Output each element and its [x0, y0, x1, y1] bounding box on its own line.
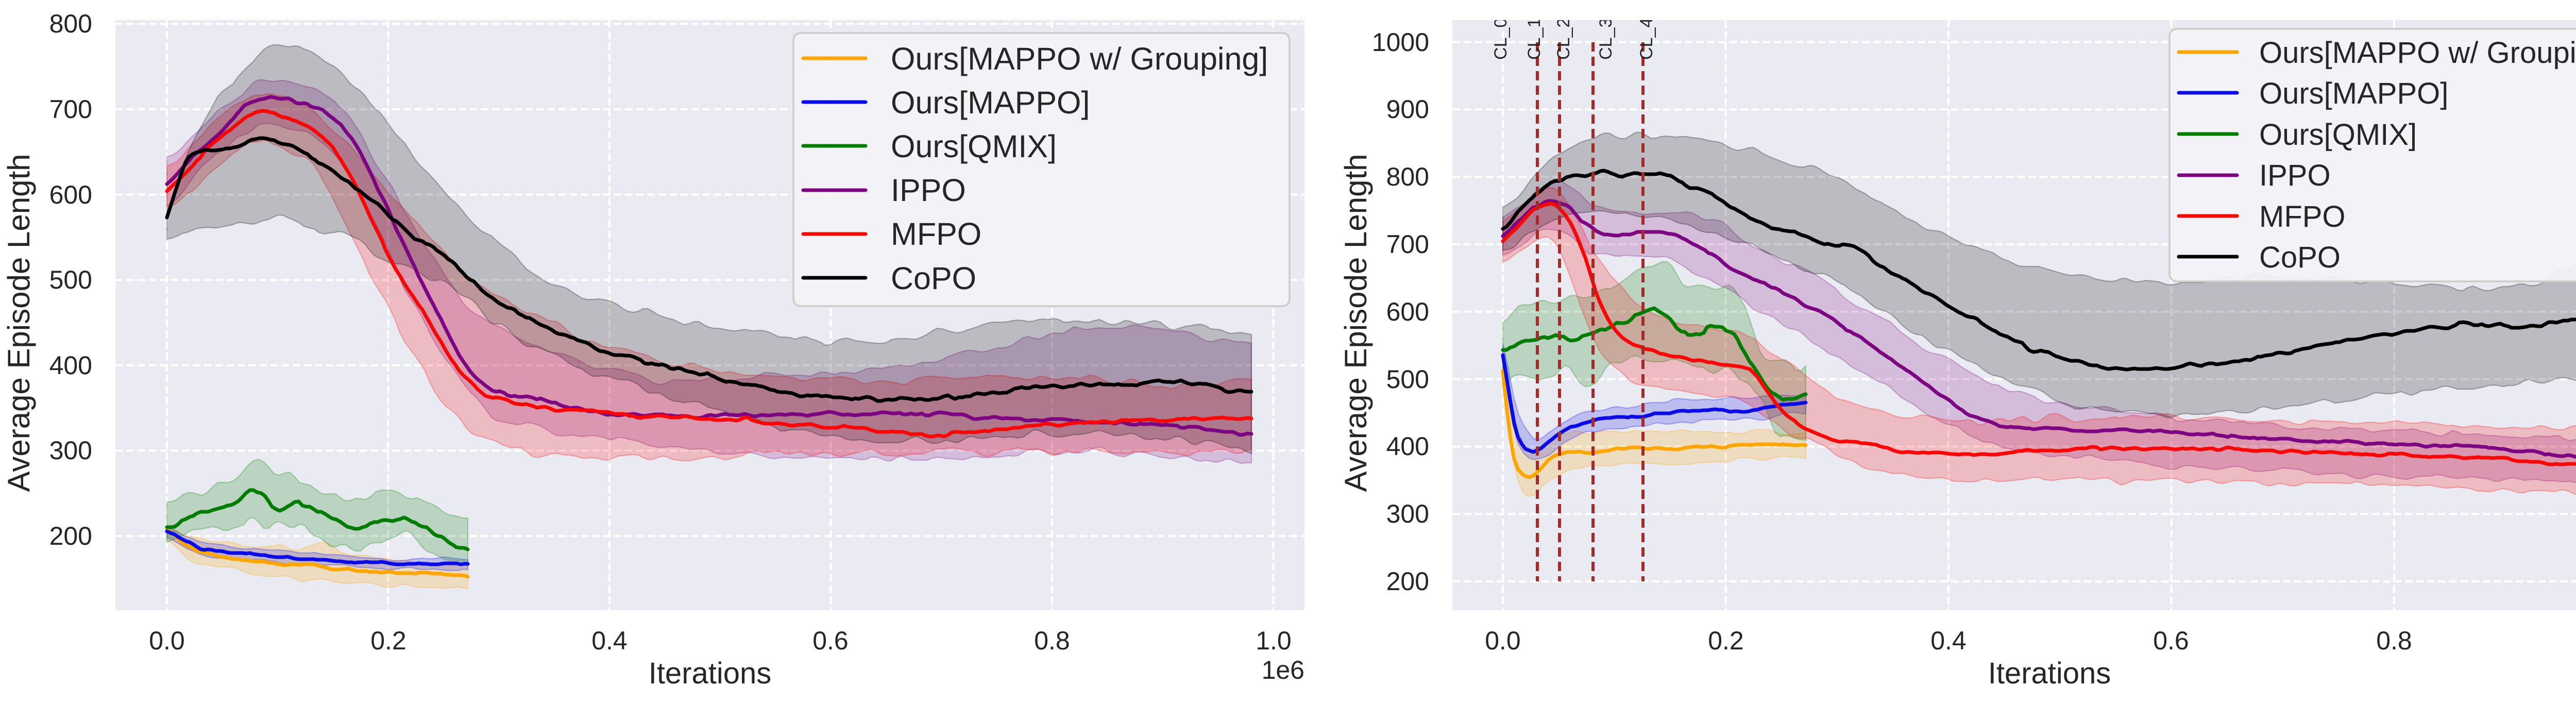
svg-text:CL_2: CL_2 — [1554, 18, 1573, 60]
svg-text:Ours[MAPPO w/ Grouping]: Ours[MAPPO w/ Grouping] — [2259, 36, 2576, 70]
svg-text:1.0: 1.0 — [1256, 626, 1292, 655]
svg-text:500: 500 — [49, 265, 92, 294]
svg-text:300: 300 — [1386, 499, 1429, 528]
svg-text:0.8: 0.8 — [1034, 626, 1070, 655]
svg-text:CL_3: CL_3 — [1596, 18, 1616, 60]
svg-text:0.0: 0.0 — [1485, 626, 1521, 655]
svg-text:0.6: 0.6 — [812, 626, 849, 655]
svg-text:MFPO: MFPO — [891, 216, 981, 252]
svg-text:CoPO: CoPO — [2259, 241, 2341, 274]
svg-text:IPPO: IPPO — [2259, 159, 2331, 192]
svg-text:CL_1: CL_1 — [1524, 18, 1544, 60]
svg-text:0.0: 0.0 — [149, 626, 185, 655]
svg-text:Iterations: Iterations — [1988, 657, 2111, 690]
svg-text:700: 700 — [49, 95, 92, 124]
svg-text:0.4: 0.4 — [1930, 626, 1967, 655]
svg-text:300: 300 — [49, 436, 92, 465]
svg-text:0.6: 0.6 — [2153, 626, 2189, 655]
svg-text:600: 600 — [49, 180, 92, 209]
svg-text:400: 400 — [1386, 432, 1429, 461]
svg-text:Average Episode Length: Average Episode Length — [1338, 154, 1373, 492]
svg-text:500: 500 — [1386, 365, 1429, 394]
svg-text:Ours[MAPPO]: Ours[MAPPO] — [2259, 77, 2448, 110]
svg-text:CoPO: CoPO — [891, 261, 976, 296]
svg-text:MFPO: MFPO — [2259, 200, 2346, 233]
svg-text:0.2: 0.2 — [1708, 626, 1744, 655]
svg-text:200: 200 — [49, 522, 92, 550]
svg-text:Average Episode Length: Average Episode Length — [2, 154, 36, 492]
svg-text:0.4: 0.4 — [591, 626, 628, 655]
svg-text:600: 600 — [1386, 297, 1429, 326]
svg-text:Iterations: Iterations — [649, 657, 772, 690]
svg-text:Ours[MAPPO w/ Grouping]: Ours[MAPPO w/ Grouping] — [891, 41, 1268, 76]
svg-text:0.8: 0.8 — [2376, 626, 2412, 655]
svg-text:Ours[MAPPO]: Ours[MAPPO] — [891, 85, 1090, 120]
svg-text:0.2: 0.2 — [370, 626, 406, 655]
svg-text:CL_4: CL_4 — [1637, 18, 1656, 60]
svg-text:1000: 1000 — [1372, 28, 1429, 57]
svg-text:200: 200 — [1386, 567, 1429, 596]
svg-text:800: 800 — [49, 9, 92, 38]
svg-text:700: 700 — [1386, 230, 1429, 259]
svg-text:CL_0: CL_0 — [1491, 18, 1511, 60]
svg-text:800: 800 — [1386, 162, 1429, 191]
svg-text:400: 400 — [49, 351, 92, 380]
svg-text:1e6: 1e6 — [1262, 656, 1304, 684]
svg-text:Ours[QMIX]: Ours[QMIX] — [891, 129, 1057, 164]
svg-text:Ours[QMIX]: Ours[QMIX] — [2259, 118, 2417, 152]
svg-text:IPPO: IPPO — [891, 173, 966, 208]
svg-text:900: 900 — [1386, 95, 1429, 124]
